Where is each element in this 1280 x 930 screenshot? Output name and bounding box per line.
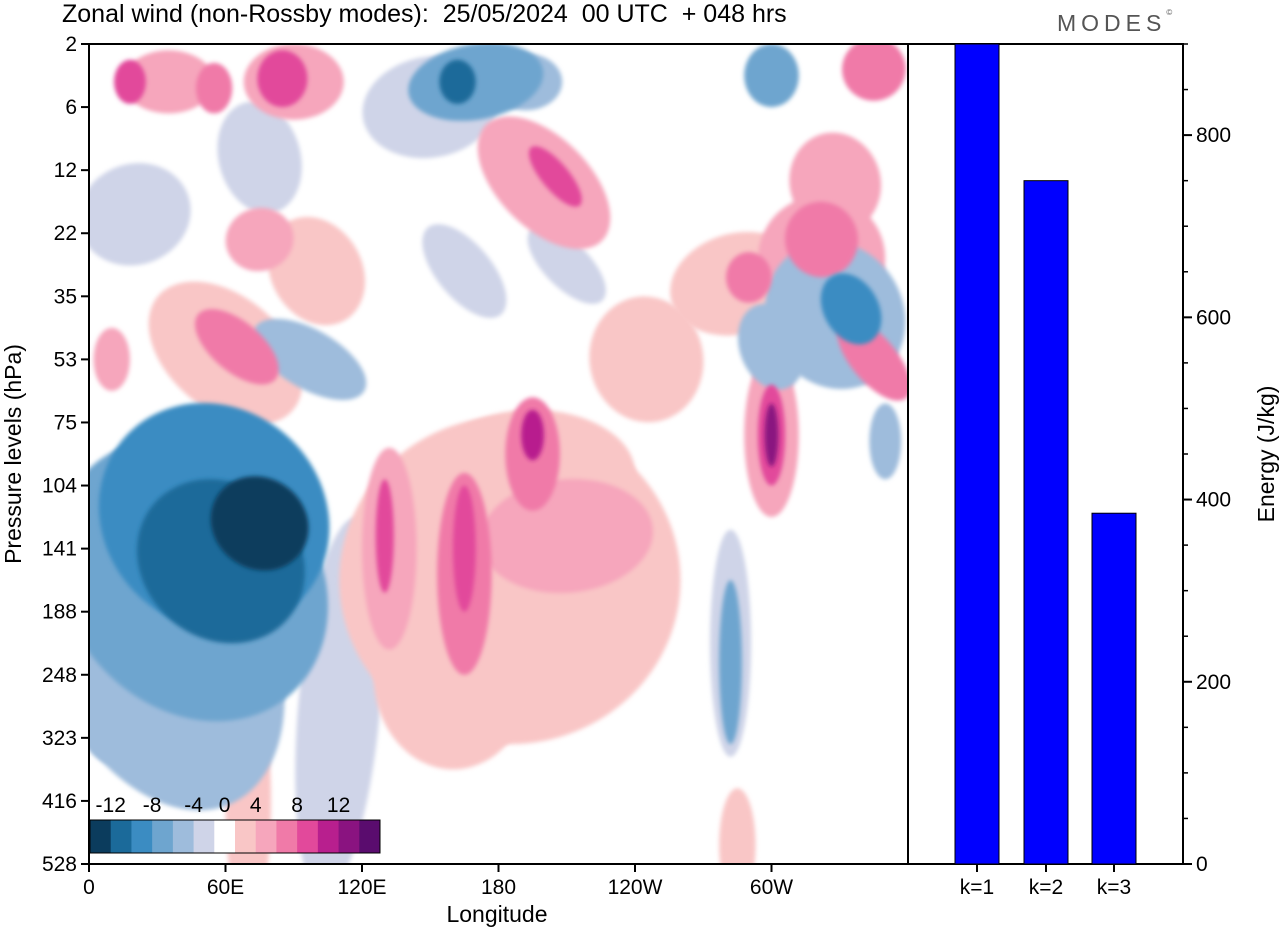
wind-anomaly-cell	[123, 50, 215, 114]
y-tick-label: 104	[42, 475, 77, 498]
wind-anomaly-cell	[210, 476, 309, 571]
y-tick-label: 141	[42, 538, 77, 561]
y-tick-label: 22	[54, 222, 77, 245]
y-tick-label: 2	[65, 33, 77, 56]
wind-anomaly-cell	[439, 59, 476, 104]
energy-tick-label: 400	[1196, 489, 1231, 512]
colorbar-swatch	[338, 820, 360, 853]
energy-bar-k2	[1023, 180, 1069, 865]
y-tick-label: 528	[42, 853, 77, 876]
y-tick-label: 188	[42, 601, 77, 624]
wind-anomaly-cell	[217, 101, 302, 214]
y-tick-label: 323	[42, 727, 77, 750]
y-tick-label: 53	[54, 348, 77, 371]
wind-anomaly-cell	[719, 788, 756, 864]
chart-title: Zonal wind (non-Rossby modes): 25/05/202…	[62, 0, 787, 28]
y-axis-title: Pressure levels (hPa)	[0, 344, 26, 564]
x-tick-label: 120E	[337, 876, 386, 899]
colorbar-swatch	[90, 820, 112, 853]
colorbar-swatch	[317, 820, 340, 853]
wind-anomaly-cell	[744, 44, 799, 108]
modes-logo: MODES©	[1057, 8, 1173, 37]
y-tick-label: 6	[65, 96, 77, 119]
energy-tick-label: 600	[1196, 306, 1231, 329]
colorbar-swatch	[152, 820, 174, 853]
wind-anomaly-cell	[257, 50, 308, 108]
colorbar-swatch	[214, 820, 236, 853]
wind-anomaly-cell	[225, 207, 294, 272]
colorbar-swatch	[172, 820, 195, 853]
y-tick-label: 35	[54, 285, 77, 308]
wind-anomaly-cell	[726, 252, 772, 303]
logo-text: MODES	[1057, 10, 1167, 36]
energy-bar-k3	[1091, 512, 1137, 865]
y-tick-label: 248	[42, 664, 77, 687]
colorbar-label: -12	[96, 794, 126, 817]
x-tick-label: 60W	[750, 876, 793, 899]
colorbar-label: 4	[250, 794, 262, 817]
energy-axis-title: Energy (J/kg)	[1253, 386, 1279, 523]
logo-copyright-mark: ©	[1166, 8, 1173, 17]
wind-anomaly-cell	[521, 409, 544, 461]
colorbar-swatch	[235, 820, 257, 853]
energy-tick-label: 0	[1196, 853, 1208, 876]
wind-anomaly-cell	[737, 303, 806, 390]
wind-anomaly-cell	[785, 201, 859, 278]
energy-bar-chart: 0 200 400 600 800 k=1 k=2 k=3	[907, 43, 1231, 899]
colorbar-label: 8	[291, 794, 303, 817]
wind-anomaly-cell	[195, 309, 279, 385]
colorbar-label: 12	[327, 794, 350, 817]
wind-anomaly-cell	[373, 580, 533, 770]
x-tick-label: 180	[481, 876, 516, 899]
colorbar-swatch	[110, 820, 132, 853]
x-tick-label: 60E	[207, 876, 244, 899]
x-axis-title: Longitude	[446, 901, 547, 927]
colorbar-swatch	[359, 820, 381, 853]
wind-anomaly-cell	[842, 44, 906, 101]
wind-anomaly-cell	[195, 62, 233, 114]
energy-bar-k1	[954, 43, 1000, 865]
wind-anomaly-cell	[408, 44, 544, 121]
wind-anomaly-cell	[589, 296, 704, 423]
wind-anomaly-cell	[820, 273, 882, 345]
wind-anomaly-cell	[719, 580, 742, 745]
wind-anomaly-cell	[527, 225, 606, 304]
colorbar-swatch	[297, 820, 319, 853]
wind-anomaly-cell	[453, 485, 476, 612]
bar-category-label: k=3	[1097, 876, 1131, 899]
colorbar-swatch	[255, 820, 277, 853]
x-tick-label: 120W	[608, 876, 663, 899]
bar-category-label: k=1	[960, 876, 994, 899]
colorbar-label: 0	[219, 794, 231, 817]
wind-anomaly-cell	[93, 327, 130, 391]
heatmap-field	[89, 44, 908, 864]
bar-category-label: k=2	[1029, 876, 1063, 899]
x-tick-label: 0	[83, 876, 95, 899]
y-tick-label: 416	[42, 790, 77, 813]
wind-anomaly-cell	[422, 224, 507, 318]
colorbar: -12 -8 -4 0 4 8 12	[89, 794, 381, 854]
wind-anomaly-cell	[375, 479, 394, 593]
colorbar-swatch	[276, 820, 298, 853]
wind-anomaly-cell	[114, 59, 146, 104]
colorbar-swatch	[131, 820, 153, 853]
colorbar-label: -4	[184, 794, 203, 817]
wind-anomaly-cell	[869, 403, 902, 480]
y-tick-label: 12	[54, 159, 77, 182]
wind-anomaly-cell	[764, 403, 779, 467]
colorbar-swatch	[193, 820, 215, 853]
energy-tick-label: 800	[1196, 124, 1231, 147]
y-tick-label: 75	[54, 411, 77, 434]
wind-anomaly-cell	[89, 163, 191, 266]
wind-anomaly-cell	[253, 318, 367, 401]
wind-anomaly-cell	[528, 146, 582, 207]
colorbar-label: -8	[143, 794, 162, 817]
energy-tick-label: 200	[1196, 671, 1231, 694]
